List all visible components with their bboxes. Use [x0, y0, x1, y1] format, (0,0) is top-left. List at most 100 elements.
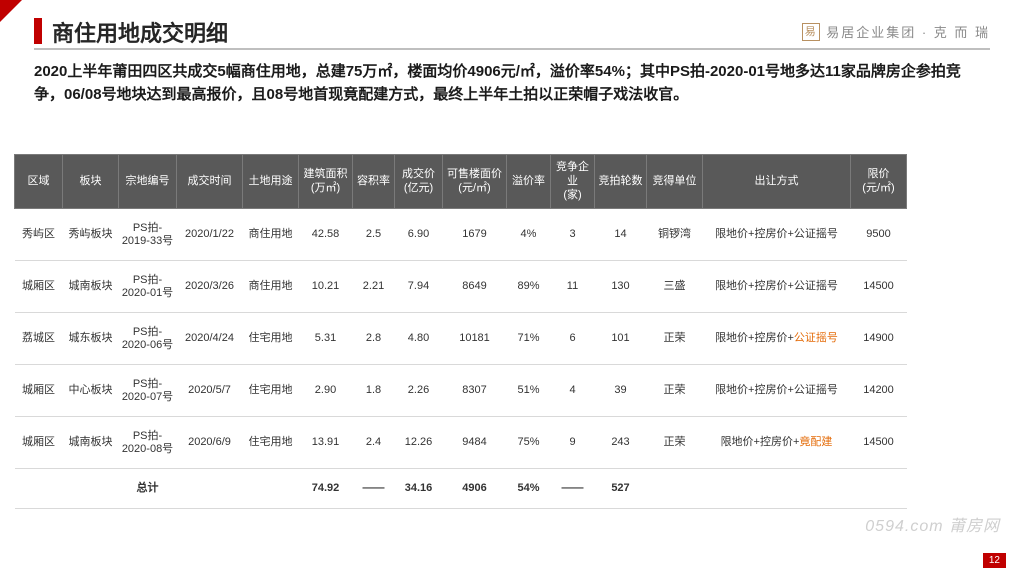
table-cell: 4 — [551, 365, 595, 417]
table-row: 城厢区中心板块PS拍-2020-07号2020/5/7住宅用地2.901.82.… — [15, 365, 907, 417]
table-total-cell — [177, 469, 243, 509]
table-cell: 正荣 — [647, 417, 703, 469]
table-cell: 2020/1/22 — [177, 209, 243, 261]
table-cell: 14900 — [851, 313, 907, 365]
table-header-cell: 竞得单位 — [647, 155, 703, 209]
watermark: 0594.com 莆房网 — [865, 512, 1000, 536]
table-cell: 11 — [551, 261, 595, 313]
table-cell: 住宅用地 — [243, 365, 299, 417]
table-cell: 2020/6/9 — [177, 417, 243, 469]
table-cell: 三盛 — [647, 261, 703, 313]
table-cell: 秀屿板块 — [63, 209, 119, 261]
table-cell: 12.26 — [395, 417, 443, 469]
table-cell: 3 — [551, 209, 595, 261]
page-number: 12 — [983, 553, 1006, 568]
table-cell: 10181 — [443, 313, 507, 365]
table-cell: 9 — [551, 417, 595, 469]
table-cell: 9484 — [443, 417, 507, 469]
table-cell: 正荣 — [647, 365, 703, 417]
table-cell: 4% — [507, 209, 551, 261]
brand-text: 易居企业集团 · 克 而 瑞 — [826, 22, 990, 41]
table-cell: 住宅用地 — [243, 417, 299, 469]
table-cell: 2.5 — [353, 209, 395, 261]
table-cell: 71% — [507, 313, 551, 365]
table-header-cell: 成交价(亿元) — [395, 155, 443, 209]
table-cell: 铜锣湾 — [647, 209, 703, 261]
table-cell: 秀屿区 — [15, 209, 63, 261]
table-total-cell — [15, 469, 63, 509]
table-total-cell: —— — [353, 469, 395, 509]
table-total-row: 总计74.92——34.16490654%——527 — [15, 469, 907, 509]
table-header-cell: 容积率 — [353, 155, 395, 209]
table-cell: 2.21 — [353, 261, 395, 313]
table-cell: 限地价+控房价+公证摇号 — [703, 261, 851, 313]
table-cell: 2.4 — [353, 417, 395, 469]
table-cell: PS拍-2020-08号 — [119, 417, 177, 469]
page-title: 商住用地成交明细 — [52, 16, 228, 48]
table-row: 城厢区城南板块PS拍-2020-01号2020/3/26商住用地10.212.2… — [15, 261, 907, 313]
table-header-cell: 限价(元/㎡) — [851, 155, 907, 209]
table-cell: 39 — [595, 365, 647, 417]
title-underline — [34, 48, 990, 50]
table-cell: 9500 — [851, 209, 907, 261]
title-bar — [34, 18, 42, 44]
table-cell: PS拍-2020-06号 — [119, 313, 177, 365]
table-total-cell — [851, 469, 907, 509]
table-cell: PS拍-2019-33号 — [119, 209, 177, 261]
table-cell: 商住用地 — [243, 209, 299, 261]
table-cell: 4.80 — [395, 313, 443, 365]
table-cell: PS拍-2020-07号 — [119, 365, 177, 417]
table-cell: 1.8 — [353, 365, 395, 417]
table-cell: 2.90 — [299, 365, 353, 417]
table-total-cell: 总计 — [119, 469, 177, 509]
table-cell: 2020/3/26 — [177, 261, 243, 313]
table-cell: PS拍-2020-01号 — [119, 261, 177, 313]
table-cell: 89% — [507, 261, 551, 313]
table-cell: 51% — [507, 365, 551, 417]
table-header-cell: 竞拍轮数 — [595, 155, 647, 209]
table-total-cell — [647, 469, 703, 509]
brand: 易 易居企业集团 · 克 而 瑞 — [802, 22, 990, 41]
table-cell: 5.31 — [299, 313, 353, 365]
table-cell: 101 — [595, 313, 647, 365]
table-cell: 8307 — [443, 365, 507, 417]
table-cell: 14500 — [851, 417, 907, 469]
table-row: 秀屿区秀屿板块PS拍-2019-33号2020/1/22商住用地42.582.5… — [15, 209, 907, 261]
table-header-cell: 出让方式 — [703, 155, 851, 209]
table-cell: 城南板块 — [63, 261, 119, 313]
table-header-cell: 竞争企业(家) — [551, 155, 595, 209]
table-cell: 荔城区 — [15, 313, 63, 365]
brand-logo: 易 — [802, 23, 820, 41]
table-total-cell: 34.16 — [395, 469, 443, 509]
table-cell: 限地价+控房价+公证摇号 — [703, 365, 851, 417]
table-cell: 8649 — [443, 261, 507, 313]
table-header-cell: 宗地编号 — [119, 155, 177, 209]
table-header-cell: 建筑面积(万㎡) — [299, 155, 353, 209]
table-total-cell — [703, 469, 851, 509]
table-total-cell — [63, 469, 119, 509]
table-cell: 限地价+控房价+公证摇号 — [703, 209, 851, 261]
table-cell: 城东板块 — [63, 313, 119, 365]
table-total-cell: 54% — [507, 469, 551, 509]
table-cell: 中心板块 — [63, 365, 119, 417]
table-cell: 6.90 — [395, 209, 443, 261]
table-total-cell — [243, 469, 299, 509]
table-cell: 城南板块 — [63, 417, 119, 469]
table-cell: 243 — [595, 417, 647, 469]
table-cell: 限地价+控房价+竟配建 — [703, 417, 851, 469]
table-cell: 2.8 — [353, 313, 395, 365]
table-cell: 6 — [551, 313, 595, 365]
table-total-cell: 527 — [595, 469, 647, 509]
table-cell: 13.91 — [299, 417, 353, 469]
table-row: 荔城区城东板块PS拍-2020-06号2020/4/24住宅用地5.312.84… — [15, 313, 907, 365]
table-cell: 75% — [507, 417, 551, 469]
table-cell: 住宅用地 — [243, 313, 299, 365]
table-cell: 限地价+控房价+公证摇号 — [703, 313, 851, 365]
table-cell: 2.26 — [395, 365, 443, 417]
table-cell: 城厢区 — [15, 417, 63, 469]
table-total-cell: 74.92 — [299, 469, 353, 509]
table-cell: 商住用地 — [243, 261, 299, 313]
table-cell: 正荣 — [647, 313, 703, 365]
table-cell: 42.58 — [299, 209, 353, 261]
land-transaction-table: 区域板块宗地编号成交时间土地用途建筑面积(万㎡)容积率成交价(亿元)可售楼面价(… — [14, 154, 907, 509]
